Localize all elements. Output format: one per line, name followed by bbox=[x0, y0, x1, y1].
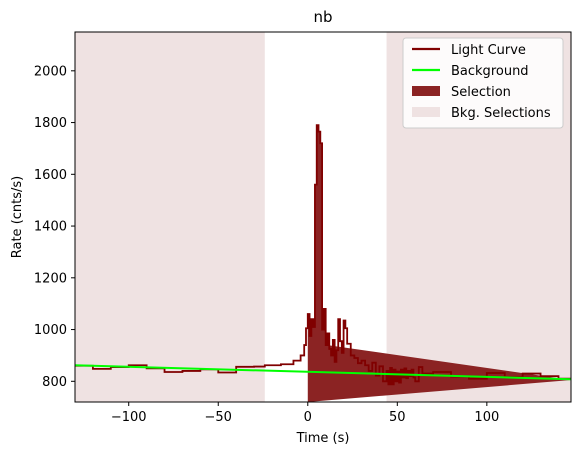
selection-fill bbox=[307, 125, 571, 402]
legend-label-2: Selection bbox=[451, 85, 511, 100]
legend-label-1: Background bbox=[451, 64, 529, 79]
chart-title: nb bbox=[313, 8, 332, 26]
legend-label-0: Light Curve bbox=[451, 43, 526, 58]
x-tick-label: 100 bbox=[474, 410, 499, 425]
y-axis-ticks: 800 1000 1200 1400 1600 1800 2000 bbox=[34, 64, 75, 390]
y-tick-label: 1200 bbox=[34, 271, 67, 286]
selection-region bbox=[307, 125, 571, 402]
y-tick-label: 1000 bbox=[34, 323, 67, 338]
legend-box bbox=[402, 37, 564, 129]
y-axis-label: Rate (cnts/s) bbox=[10, 176, 25, 259]
legend-swatch-2 bbox=[412, 86, 440, 96]
y-tick-label: 1600 bbox=[34, 168, 67, 183]
x-axis-label: Time (s) bbox=[296, 431, 350, 446]
y-tick-label: 1400 bbox=[34, 220, 67, 235]
y-tick-label: 800 bbox=[42, 375, 67, 390]
background-series bbox=[75, 364, 571, 381]
x-tick-label: −100 bbox=[111, 410, 147, 425]
bkg-selection-0 bbox=[75, 32, 265, 402]
legend-swatch-3 bbox=[412, 107, 440, 117]
plot-frame bbox=[74, 31, 572, 403]
y-tick-label: 2000 bbox=[34, 64, 67, 79]
y-tick-label: 1800 bbox=[34, 116, 67, 131]
light-curve-series bbox=[75, 124, 571, 386]
x-axis-ticks: −100 −50 0 50 100 bbox=[111, 402, 499, 425]
x-tick-label: −50 bbox=[205, 410, 232, 425]
x-tick-label: 50 bbox=[389, 410, 406, 425]
legend: Light Curve Background Selection Bkg. Selec… bbox=[402, 37, 564, 129]
x-tick-label: 0 bbox=[304, 410, 312, 425]
legend-label-3: Bkg. Selections bbox=[451, 106, 551, 121]
